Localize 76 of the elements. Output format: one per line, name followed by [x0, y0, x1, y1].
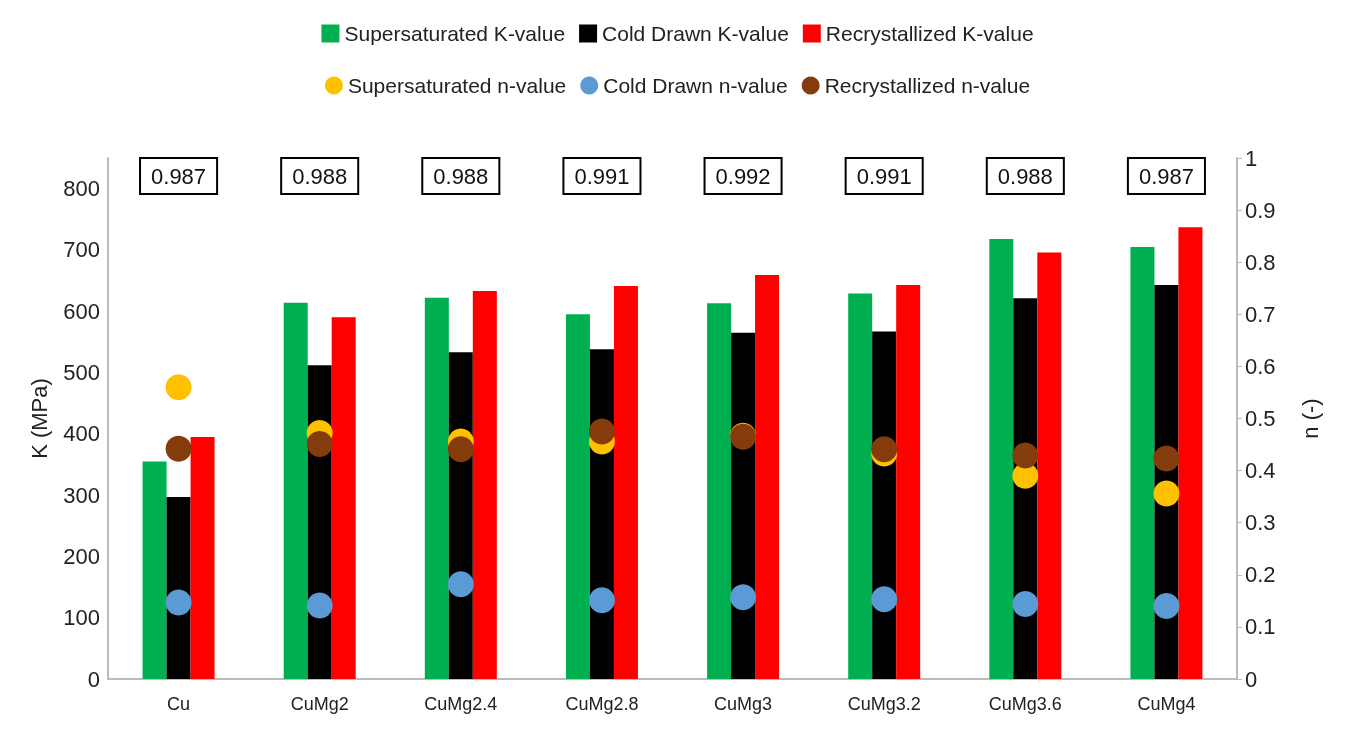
bar: [472, 291, 497, 679]
legend-label: Cold Drawn K-value: [602, 22, 789, 45]
point: [588, 587, 615, 614]
annotation: 0.991: [574, 163, 630, 189]
legend-label: Recrystallized K-value: [825, 22, 1034, 45]
y-tick-label: 300: [63, 482, 100, 508]
x-tick-label: CuMg4: [1137, 694, 1196, 714]
x-tick-label: Cu: [167, 694, 191, 714]
point: [306, 592, 333, 619]
x-tick-label: CuMg3: [714, 694, 773, 714]
point: [1153, 593, 1180, 620]
bar: [755, 275, 780, 679]
point: [730, 584, 757, 611]
bar: [1037, 252, 1062, 679]
x-tick-label: CuMg2: [290, 694, 349, 714]
point: [165, 374, 192, 401]
bar: [989, 238, 1014, 679]
y-tick-label: 200: [63, 543, 100, 569]
y-tick-label: 0: [87, 666, 100, 692]
bar: [613, 286, 638, 679]
y2-tick-label: 0.2: [1245, 562, 1276, 588]
bar: [1178, 227, 1203, 679]
y-axis-title: K (MPa): [26, 378, 52, 459]
bar: [565, 314, 590, 679]
y-tick-label: 100: [63, 605, 100, 631]
bar: [848, 293, 873, 679]
y-tick-label: 600: [63, 298, 100, 324]
y2-tick-label: 0.1: [1245, 614, 1276, 640]
bar: [896, 284, 921, 679]
annotation: 0.988: [433, 163, 489, 189]
legend-label: Cold Drawn n-value: [603, 74, 788, 97]
point: [165, 589, 192, 616]
y2-axis-title: n (-): [1297, 398, 1323, 439]
y2-tick-label: 0.8: [1245, 249, 1276, 275]
y2-tick-label: 0.6: [1245, 353, 1276, 379]
point: [871, 586, 898, 613]
bar: [190, 436, 215, 679]
y-tick-label: 400: [63, 421, 100, 447]
y-tick-label: 800: [63, 176, 100, 202]
annotation: 0.988: [292, 163, 348, 189]
legend-label: Supersaturated K-value: [344, 22, 566, 45]
point: [447, 436, 474, 463]
bar: [424, 297, 449, 679]
point: [1153, 445, 1180, 472]
annotation: 0.991: [856, 163, 912, 189]
y-tick-label: 700: [63, 237, 100, 263]
point: [1012, 590, 1039, 617]
y2-tick-label: 0.4: [1245, 458, 1276, 484]
bar: [283, 302, 308, 679]
bar: [331, 317, 356, 679]
y2-tick-label: 1: [1245, 145, 1258, 171]
point: [1153, 480, 1180, 507]
y2-tick-label: 0.9: [1245, 197, 1276, 223]
x-tick-label: CuMg2.8: [565, 694, 639, 714]
bar: [1130, 246, 1155, 679]
y2-tick-label: 0.3: [1245, 510, 1276, 536]
y2-tick-label: 0: [1245, 666, 1258, 692]
annotation: 0.987: [151, 163, 207, 189]
x-tick-label: CuMg3.6: [988, 694, 1062, 714]
x-tick-label: CuMg2.4: [424, 694, 498, 714]
legend-label: Supersaturated n-value: [347, 74, 567, 97]
point: [1012, 442, 1039, 469]
legend-label: Recrystallized n-value: [824, 74, 1031, 97]
annotation: 0.988: [997, 163, 1053, 189]
annotation: 0.987: [1138, 163, 1194, 189]
bar: [707, 303, 732, 679]
y2-tick-label: 0.5: [1245, 406, 1276, 431]
y2-tick-label: 0.7: [1245, 301, 1276, 327]
point: [165, 435, 192, 462]
x-tick-label: CuMg3.2: [847, 694, 921, 714]
y-tick-label: 500: [63, 360, 100, 386]
point: [588, 418, 615, 445]
point: [306, 431, 333, 458]
bar: [142, 461, 167, 679]
point: [447, 571, 474, 598]
annotation: 0.992: [715, 163, 771, 189]
